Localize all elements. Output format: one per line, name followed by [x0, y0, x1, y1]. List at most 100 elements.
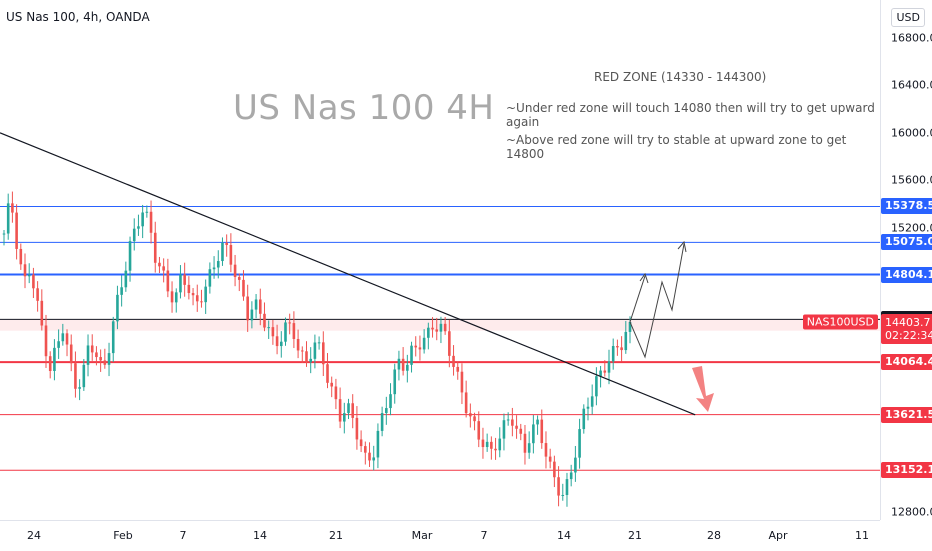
candle-body: [61, 333, 65, 342]
candle-body: [200, 301, 203, 303]
candle-body: [191, 293, 195, 296]
candle-body: [174, 292, 178, 303]
note-line-2: ~Above red zone will try to stable at up…: [506, 133, 847, 161]
candle-body: [313, 342, 317, 359]
candle-body: [179, 274, 182, 293]
candle-body: [132, 228, 136, 242]
candle-body: [23, 264, 27, 277]
candle-body: [284, 322, 287, 342]
candle-body: [153, 232, 157, 263]
candle-body: [36, 288, 39, 301]
price-level-label: 14064.4: [881, 354, 932, 371]
candle-body: [553, 461, 556, 478]
candle-body: [99, 357, 102, 361]
candle-body: [69, 344, 73, 364]
candle-body: [385, 408, 388, 414]
candle-body: [582, 408, 586, 430]
price-chart[interactable]: US Nas 100, 4h, OANDA US Nas 100 4H RED …: [0, 0, 880, 520]
x-tick-label: 24: [27, 529, 41, 542]
y-tick-label: 15600.0: [891, 173, 932, 187]
candle-body: [107, 353, 111, 365]
candle-body: [460, 371, 464, 393]
candle-body: [2, 233, 6, 235]
candle-body: [40, 300, 44, 326]
candle-body: [53, 347, 56, 371]
candle-body: [48, 356, 52, 371]
candle-body: [364, 446, 367, 453]
chart-plot[interactable]: [0, 0, 880, 520]
candle-body: [263, 313, 266, 328]
price-level-label: 13152.1: [881, 462, 932, 479]
bar-countdown: 02:22:34: [885, 328, 932, 342]
candle-body: [418, 347, 422, 350]
candle-body: [229, 244, 233, 265]
candle-body: [6, 203, 10, 234]
candle-body: [204, 286, 207, 303]
candle-body: [456, 366, 460, 372]
candle-body: [422, 337, 426, 350]
candle-body: [611, 346, 615, 362]
price-axis[interactable]: USD 12800.0 15200.0 15600.0 16000.0 16400.0 1…: [880, 0, 932, 520]
price-level-label: 15378.5: [881, 198, 932, 215]
candle-body: [288, 322, 291, 324]
candle-body: [57, 341, 60, 348]
candle-body: [565, 479, 569, 495]
symbol-tag: NAS100USD: [802, 314, 878, 330]
candle-body: [397, 358, 401, 370]
candle-body: [74, 363, 77, 389]
candle-body: [271, 327, 275, 337]
candle-body: [616, 346, 619, 348]
y-tick-label: 16800.0: [891, 31, 932, 45]
candle-body: [343, 413, 346, 422]
candle-body: [145, 211, 149, 213]
time-axis[interactable]: 24 Feb 7 14 21 Mar 7 14 21 28 Apr 11: [0, 520, 880, 551]
down-arrow-icon: [692, 366, 714, 412]
candle-body: [628, 321, 632, 332]
candle-body: [469, 413, 472, 417]
candle-body: [590, 396, 594, 407]
candle-body: [233, 264, 237, 278]
current-price-label: 14403.7 02:22:34: [881, 313, 932, 344]
candle-body: [246, 296, 249, 321]
candle-body: [309, 358, 312, 363]
candle-body: [208, 269, 212, 287]
price-level-label: 14804.1: [881, 266, 932, 283]
y-tick-label: 16400.0: [891, 78, 932, 92]
candle-body: [250, 309, 254, 321]
price-level-label: 15075.0: [881, 234, 932, 251]
current-price-value: 14403.7: [885, 315, 931, 329]
candle-body: [141, 212, 144, 227]
candle-body: [166, 270, 170, 292]
candle-body: [607, 361, 611, 373]
currency-button[interactable]: USD: [891, 8, 925, 27]
x-tick-label: 14: [253, 529, 267, 542]
candle-body: [187, 284, 191, 294]
x-tick-label: 28: [707, 529, 721, 542]
candle-body: [372, 457, 376, 461]
candle-body: [326, 364, 329, 383]
watermark-text: US Nas 100 4H: [233, 88, 495, 128]
candle-body: [464, 392, 468, 414]
candle-body: [120, 287, 123, 295]
candle-body: [498, 438, 502, 451]
candle-body: [95, 352, 98, 358]
candle-body: [183, 274, 186, 285]
candle-body: [502, 420, 506, 439]
candle-body: [124, 270, 128, 288]
candle-body: [586, 406, 590, 409]
candle-body: [149, 211, 153, 233]
candle-body: [376, 430, 380, 458]
candle-body: [254, 299, 258, 310]
candle-body: [322, 342, 325, 365]
candle-body: [477, 421, 481, 440]
candle-body: [347, 403, 350, 414]
candle-body: [338, 399, 342, 422]
candle-body: [351, 403, 355, 418]
candle-body: [103, 360, 107, 365]
candle-body: [195, 295, 199, 302]
candle-body: [137, 226, 140, 229]
candle-body: [330, 382, 334, 387]
candle-body: [221, 242, 224, 262]
candle-body: [368, 452, 371, 461]
candle-body: [279, 341, 283, 347]
